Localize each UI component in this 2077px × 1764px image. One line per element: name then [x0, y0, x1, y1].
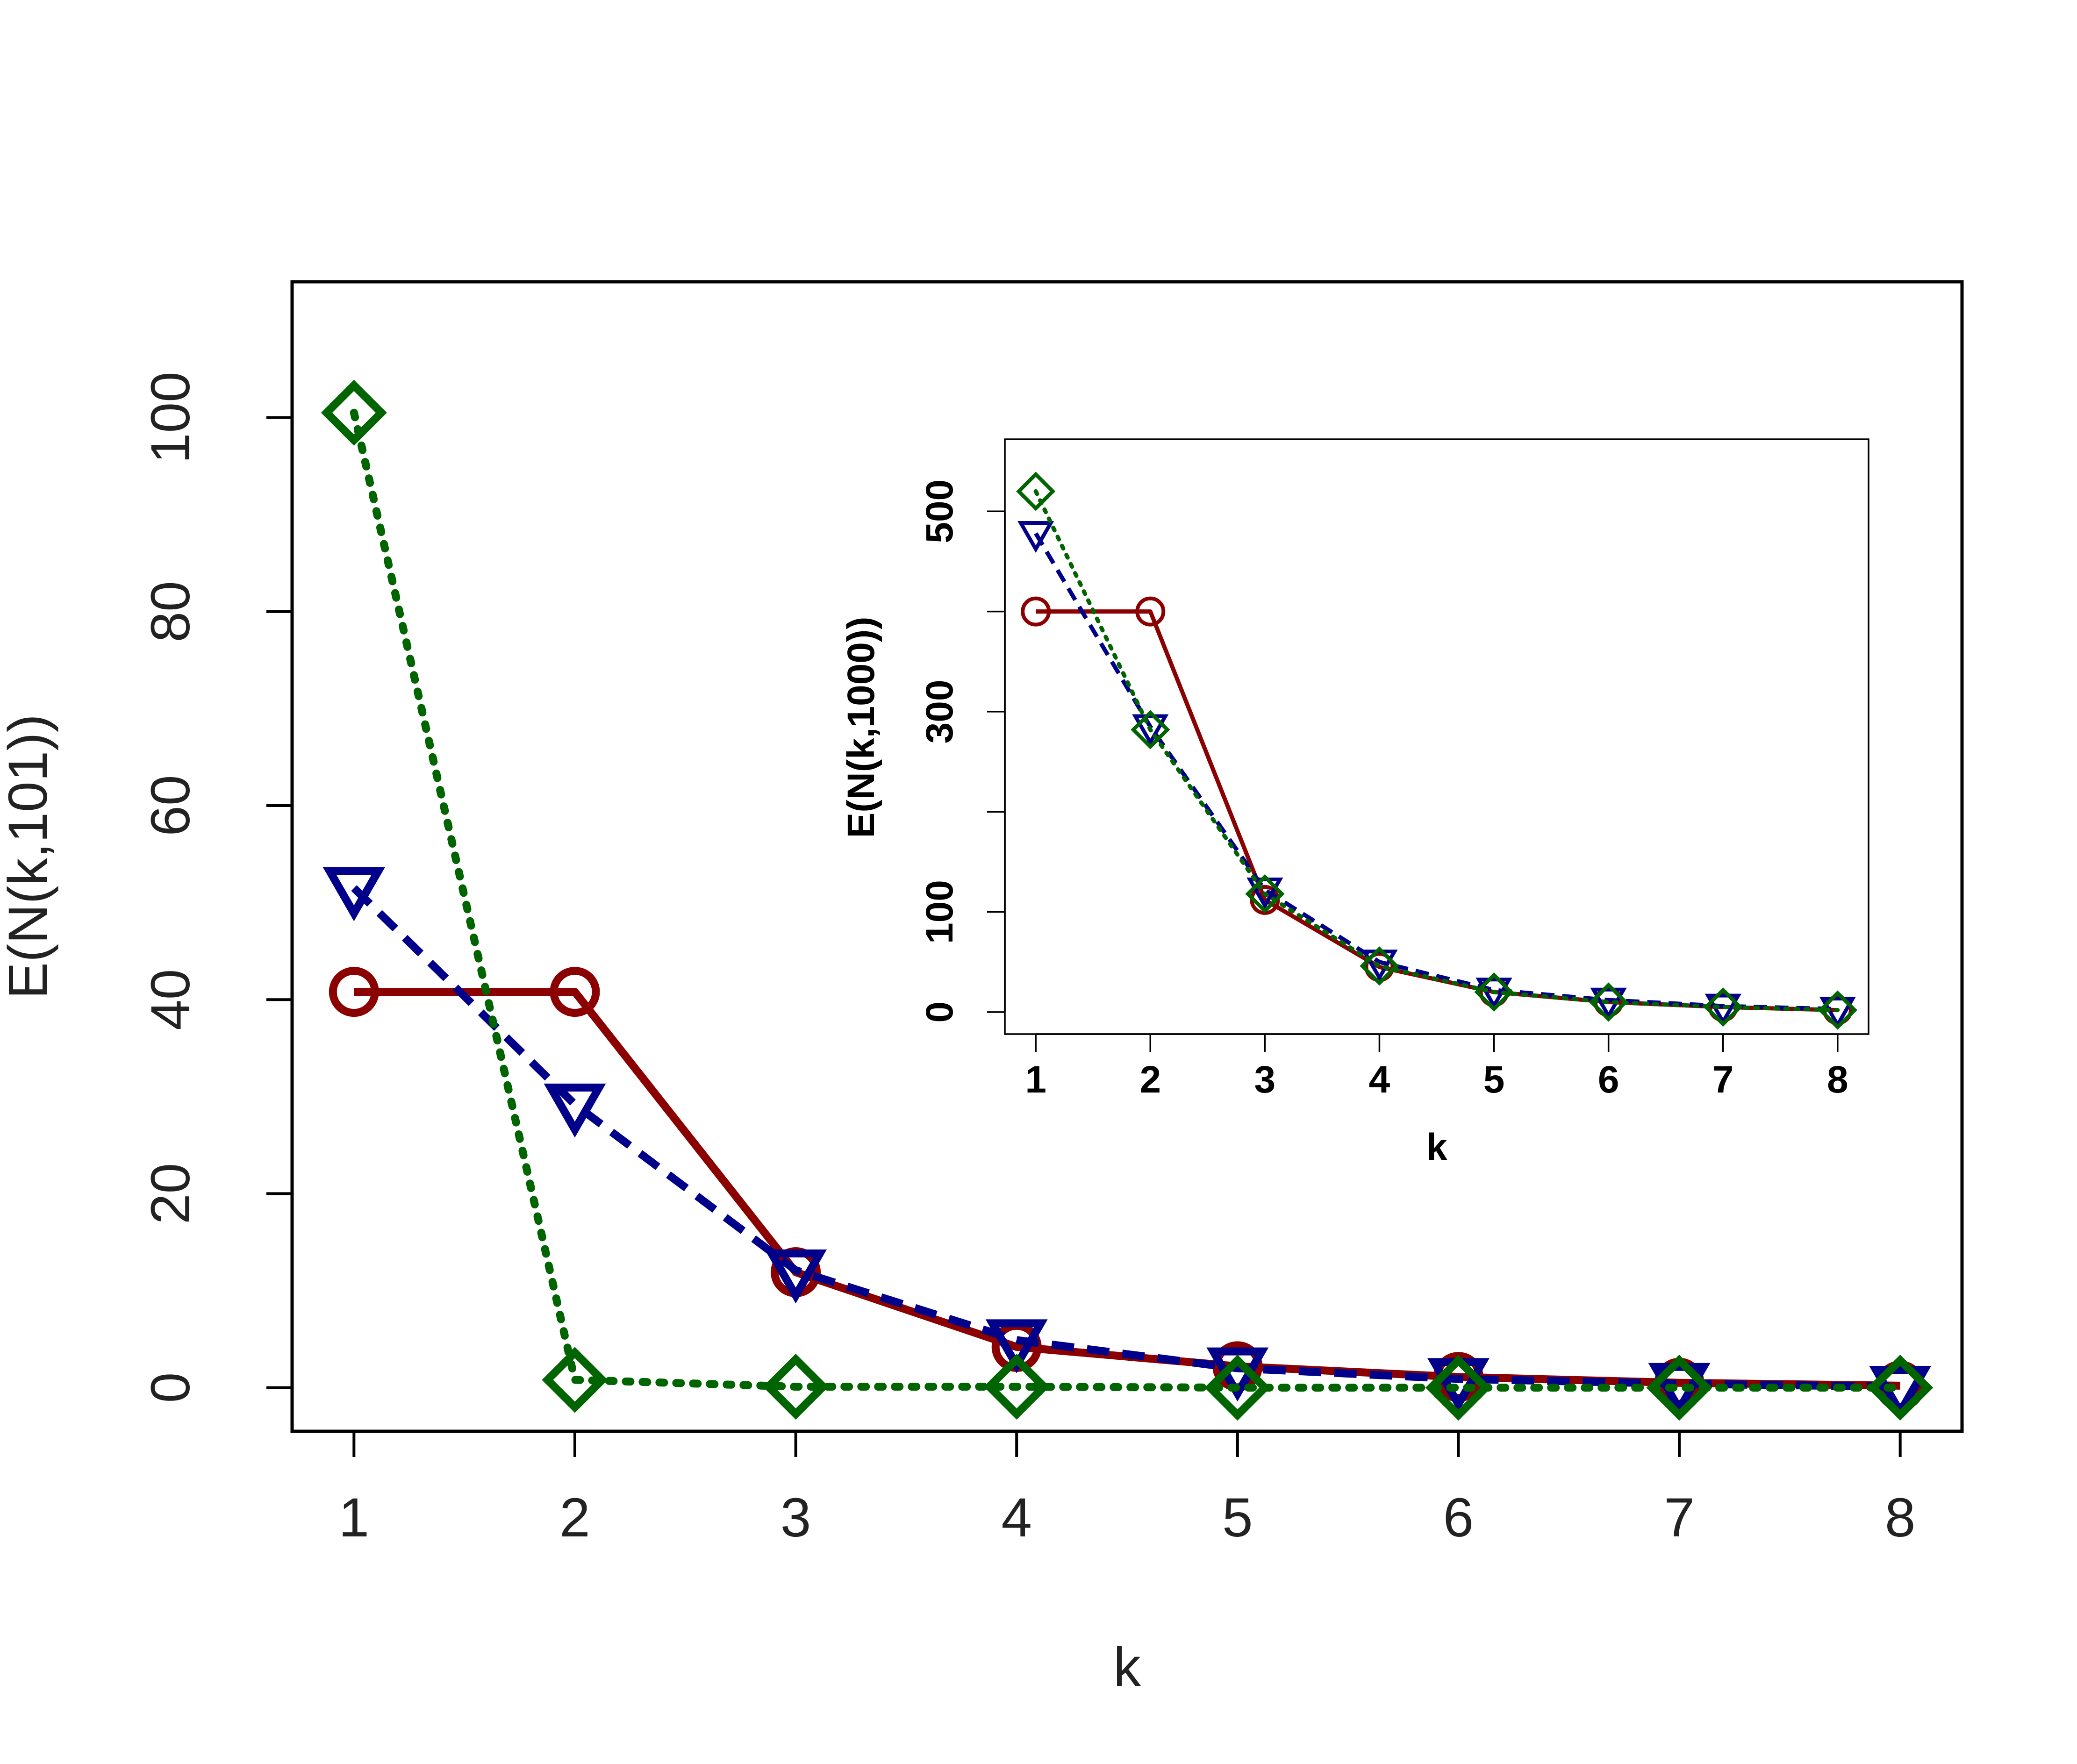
x-tick-label: 6: [1598, 1058, 1619, 1101]
y-axis: 0 20 40 60 80 100: [140, 371, 294, 1403]
series-line-2: [351, 885, 1900, 1391]
x-tick-label: 1: [1025, 1058, 1046, 1101]
plot-frame: [1004, 438, 1869, 1035]
x-tick-label: 5: [1222, 1487, 1253, 1549]
x-tick-label: 3: [781, 1487, 811, 1549]
series-2-point: [765, 1249, 827, 1304]
series-1-point: [1021, 596, 1051, 627]
series-group: [1016, 471, 1857, 1030]
series-3-point: [983, 1353, 1050, 1420]
y-tick-label: 40: [140, 969, 201, 1030]
x-tick-label: 4: [1001, 1487, 1032, 1549]
series-line-2: [1034, 532, 1838, 1011]
series-3-point: [542, 1347, 608, 1413]
x-tick-label: 7: [1664, 1487, 1695, 1549]
x-tick-label: 2: [559, 1487, 590, 1549]
x-tick-label: 1: [339, 1487, 370, 1549]
x-axis-title: k: [1426, 1126, 1447, 1169]
y-tick-label: 100: [918, 880, 961, 944]
series-2-point: [1017, 521, 1054, 553]
y-tick-label: 80: [140, 581, 201, 642]
series-line-3: [1033, 489, 1840, 1013]
series-3-point: [1360, 946, 1399, 986]
y-tick-label: 500: [918, 479, 961, 543]
x-tick-label: 4: [1369, 1058, 1390, 1101]
series-line-3: [350, 408, 1905, 1392]
y-tick-label: 20: [140, 1163, 201, 1224]
series-3-point: [1474, 972, 1514, 1012]
series-3-point: [321, 379, 387, 446]
x-axis: 1 2 3 4 5 6 7 8: [1025, 1033, 1848, 1101]
series-2-point: [322, 867, 385, 921]
series-line-1: [1036, 609, 1838, 1013]
y-tick-label: 0: [140, 1372, 201, 1403]
x-axis: 1 2 3 4 5 6 7 8: [339, 1430, 1916, 1549]
series-2-point: [1819, 997, 1856, 1029]
y-axis-title: E(N(k,1000)): [840, 617, 882, 838]
series-2-point: [985, 1319, 1048, 1373]
series-line-1: [354, 988, 1900, 1390]
series-1-point: [329, 967, 379, 1017]
y-axis-title: E(N(k,101)): [0, 714, 59, 999]
series-3-point: [1131, 710, 1170, 750]
series-3-point: [1818, 990, 1857, 1030]
x-tick-label: 5: [1483, 1058, 1505, 1101]
x-axis-title: k: [1113, 1636, 1141, 1698]
y-tick-label: 100: [140, 371, 201, 464]
series-2-point: [1132, 714, 1169, 746]
series-3-point: [1703, 987, 1743, 1027]
series-3-point: [1425, 1355, 1491, 1421]
x-tick-label: 6: [1443, 1487, 1474, 1549]
x-tick-label: 7: [1712, 1058, 1734, 1101]
series-group: [321, 379, 1934, 1421]
x-tick-label: 8: [1827, 1058, 1848, 1101]
series-3-point: [1204, 1355, 1271, 1421]
y-tick-label: 300: [918, 680, 961, 744]
series-3-point: [1646, 1355, 1712, 1421]
series-3-point: [1245, 874, 1285, 914]
y-tick-label: 60: [140, 775, 201, 836]
plot-frame: [290, 280, 1964, 1433]
series-3-point: [1016, 471, 1056, 511]
series-1-point: [1135, 596, 1166, 627]
y-axis: 0 100 300 500: [918, 479, 1006, 1023]
inset-plot: 1 2 3 4 5 6 7 8 k 0 100 300 500 E(N(k,1000)): [840, 438, 1869, 1169]
series-2-point: [544, 1083, 606, 1138]
y-tick-label: 0: [918, 1001, 961, 1023]
x-tick-label: 3: [1254, 1058, 1276, 1101]
x-tick-label: 2: [1139, 1058, 1161, 1101]
series-1-point: [550, 967, 600, 1017]
series-3-point: [1867, 1355, 1934, 1421]
x-tick-label: 8: [1885, 1487, 1916, 1549]
series-3-point: [1589, 982, 1628, 1022]
series-3-point: [763, 1353, 829, 1420]
